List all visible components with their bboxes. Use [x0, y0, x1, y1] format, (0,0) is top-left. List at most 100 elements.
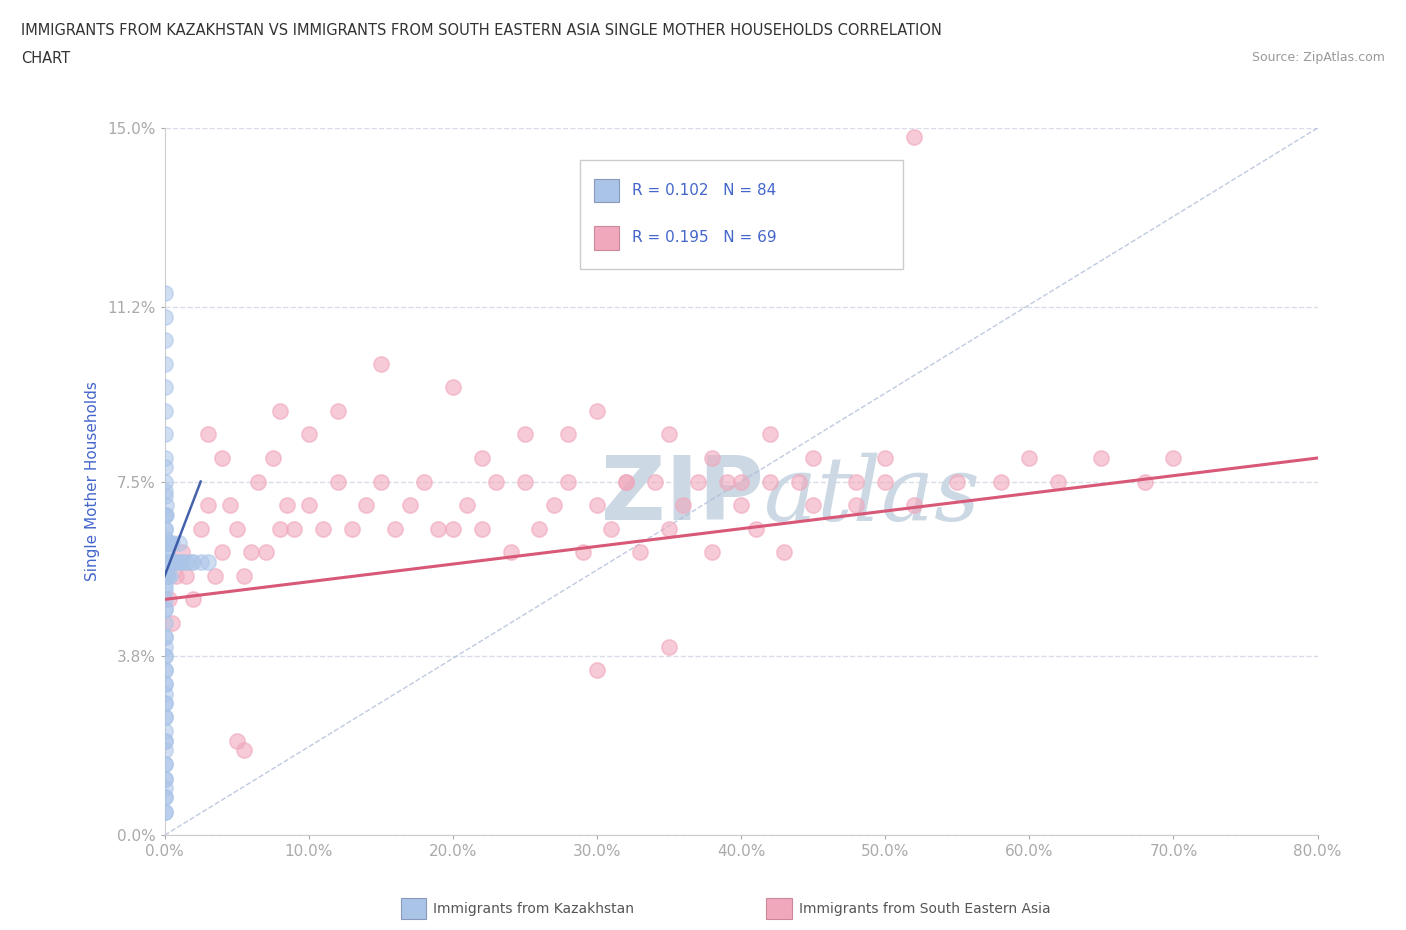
Point: [153, 522, 176, 537]
Text: atlas: atlas: [765, 452, 980, 539]
Point: [163, 554, 186, 569]
Point: [658, 522, 681, 537]
Point: [155, 507, 177, 522]
Point: [218, 498, 240, 512]
Point: [153, 663, 176, 678]
Point: [262, 450, 284, 465]
Point: [153, 484, 176, 498]
Point: [153, 724, 176, 739]
Point: [156, 545, 179, 560]
Point: [153, 771, 176, 786]
Point: [456, 498, 478, 512]
Point: [153, 554, 176, 569]
Point: [269, 522, 291, 537]
Point: [1090, 450, 1112, 465]
Point: [543, 498, 565, 512]
Point: [586, 498, 609, 512]
Point: [153, 427, 176, 442]
Point: [471, 450, 494, 465]
Point: [160, 536, 183, 551]
Point: [153, 379, 176, 394]
Point: [298, 427, 321, 442]
Point: [174, 554, 197, 569]
Point: [204, 568, 226, 583]
Point: [759, 474, 782, 489]
Point: [183, 592, 205, 607]
Point: [153, 630, 176, 644]
Point: [628, 545, 651, 560]
Point: [180, 554, 202, 569]
Point: [990, 474, 1012, 489]
Point: [153, 554, 176, 569]
Point: [153, 488, 176, 503]
Point: [155, 522, 177, 537]
Point: [413, 474, 436, 489]
Point: [155, 568, 177, 583]
Point: [340, 522, 363, 537]
Point: [153, 531, 176, 546]
Point: [153, 507, 176, 522]
Point: [875, 450, 897, 465]
Point: [153, 804, 176, 819]
Point: [197, 498, 219, 512]
Point: [153, 734, 176, 749]
Point: [155, 536, 177, 551]
Point: [153, 592, 176, 607]
Point: [946, 474, 969, 489]
Point: [190, 522, 212, 537]
Point: [165, 568, 187, 583]
Point: [153, 582, 176, 597]
Point: [197, 427, 219, 442]
Point: [153, 790, 176, 804]
Point: [211, 450, 233, 465]
Point: [730, 498, 752, 512]
Point: [232, 743, 254, 758]
Point: [1133, 474, 1156, 489]
Point: [153, 474, 176, 489]
Point: [170, 545, 193, 560]
Point: [183, 554, 205, 569]
Point: [845, 498, 868, 512]
Point: [225, 522, 247, 537]
Point: [153, 743, 176, 758]
Text: R = 0.195   N = 69: R = 0.195 N = 69: [631, 231, 776, 246]
Point: [153, 677, 176, 692]
Point: [614, 474, 637, 489]
Text: Immigrants from South Eastern Asia: Immigrants from South Eastern Asia: [799, 901, 1050, 916]
Point: [370, 474, 392, 489]
Point: [156, 536, 179, 551]
Point: [153, 710, 176, 724]
Point: [153, 757, 176, 772]
Point: [153, 771, 176, 786]
Point: [801, 498, 824, 512]
Point: [586, 404, 609, 418]
Point: [614, 474, 637, 489]
Point: [170, 554, 193, 569]
Point: [167, 536, 190, 551]
Bar: [593, 226, 619, 249]
Point: [312, 522, 335, 537]
Point: [586, 663, 609, 678]
Point: [153, 356, 176, 371]
Point: [160, 554, 183, 569]
Point: [153, 568, 176, 583]
Point: [156, 568, 179, 583]
Point: [1163, 450, 1185, 465]
Point: [153, 404, 176, 418]
Point: [153, 578, 176, 592]
Point: [759, 427, 782, 442]
Point: [513, 427, 536, 442]
Point: [197, 554, 219, 569]
Point: [167, 554, 190, 569]
Point: [773, 545, 796, 560]
Point: [441, 379, 464, 394]
Point: [153, 616, 176, 631]
Point: [153, 630, 176, 644]
Point: [571, 545, 593, 560]
Point: [702, 545, 724, 560]
Point: [513, 474, 536, 489]
Point: [702, 450, 724, 465]
Point: [730, 474, 752, 489]
Point: [644, 474, 666, 489]
Point: [155, 536, 177, 551]
